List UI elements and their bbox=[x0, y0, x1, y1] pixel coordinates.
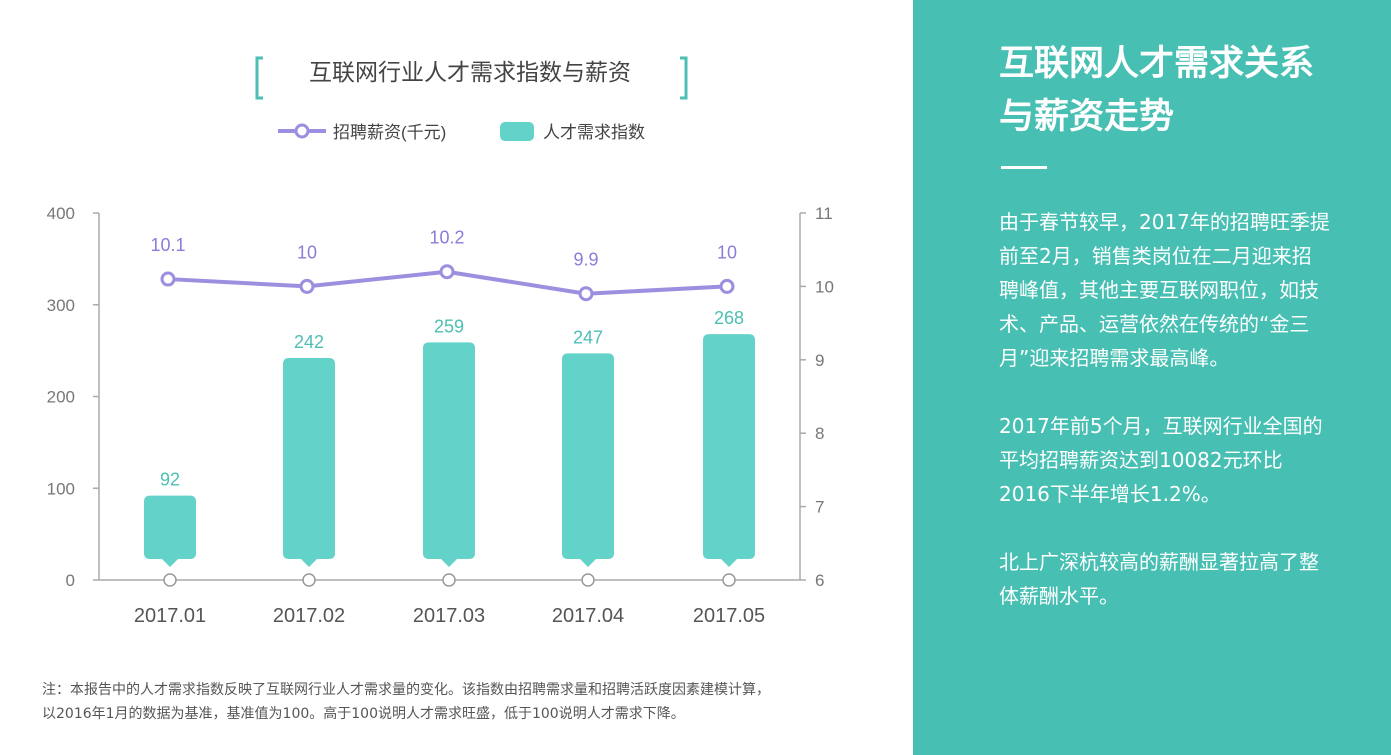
bar-value-label: 92 bbox=[160, 470, 180, 490]
salary-value-label: 9.9 bbox=[573, 250, 598, 270]
chart-title: 互联网行业人才需求指数与薪资 bbox=[309, 59, 631, 85]
title-bracket-right bbox=[680, 56, 688, 100]
salary-point-2017.03 bbox=[439, 264, 455, 280]
y-right-tick-label: 8 bbox=[815, 424, 824, 443]
panel-title-line2: 与薪资走势 bbox=[999, 97, 1175, 137]
x-tick-label: 2017.04 bbox=[552, 605, 624, 627]
footnote-line-2: 以2016年1月的数据为基准，基准值为100。高于100说明人才需求旺盛，低于1… bbox=[42, 706, 685, 722]
x-category-marker bbox=[581, 573, 595, 587]
legend: 招聘薪资(千元) 人才需求指数 bbox=[278, 122, 645, 142]
summary-panel: 互联网人才需求关系 与薪资走势 由于春节较早，2017年的招聘旺季提前至2月，销… bbox=[913, 0, 1391, 755]
salary-point-2017.04 bbox=[578, 286, 594, 302]
bar-value-label: 247 bbox=[573, 327, 603, 347]
y-right-tick-label: 7 bbox=[815, 498, 824, 517]
salary-point-2017.02 bbox=[299, 278, 315, 294]
y-left-tick-label: 100 bbox=[47, 479, 75, 498]
x-category-marker bbox=[722, 573, 736, 587]
x-category-marker bbox=[302, 573, 316, 587]
y-left-tick-label: 400 bbox=[47, 204, 75, 223]
panel-title-line1: 互联网人才需求关系 bbox=[999, 44, 1315, 84]
panel-paragraph-2: 2017年前5个月，互联网行业全国的平均招聘薪资达到10082元环比2016下半… bbox=[999, 414, 1323, 506]
bar-value-label: 242 bbox=[294, 332, 324, 352]
x-tick-label: 2017.02 bbox=[273, 605, 345, 627]
bar-value-label: 268 bbox=[714, 308, 744, 328]
footnote-line-1: 注：本报告中的人才需求指数反映了互联网行业人才需求量的变化。该指数由招聘需求量和… bbox=[42, 682, 770, 698]
salary-point-2017.01 bbox=[160, 271, 176, 287]
legend-bar-swatch bbox=[500, 122, 534, 141]
x-category-marker bbox=[163, 573, 177, 587]
y-right-tick-label: 10 bbox=[815, 277, 834, 296]
bar-2017.04 bbox=[562, 353, 614, 567]
y-right-tick-label: 9 bbox=[815, 351, 824, 370]
footnote: 注：本报告中的人才需求指数反映了互联网行业人才需求量的变化。该指数由招聘需求量和… bbox=[42, 678, 892, 726]
panel-paragraph-1: 由于春节较早，2017年的招聘旺季提前至2月，销售类岗位在二月迎来招聘峰值，其他… bbox=[999, 210, 1330, 370]
x-tick-label: 2017.03 bbox=[413, 605, 485, 627]
bar-2017.02 bbox=[283, 357, 335, 567]
salary-value-label: 10 bbox=[717, 242, 737, 262]
bar-value-label: 259 bbox=[434, 316, 464, 336]
x-category-marker bbox=[442, 573, 456, 587]
bar-2017.03 bbox=[423, 342, 475, 567]
panel-title: 互联网人才需求关系 与薪资走势 bbox=[999, 38, 1331, 144]
salary-value-label: 10.1 bbox=[150, 235, 185, 255]
legend-salary-label: 招聘薪资(千元) bbox=[333, 123, 446, 142]
salary-value-label: 10.2 bbox=[429, 228, 464, 248]
bar-2017.01 bbox=[144, 495, 196, 567]
x-tick-label: 2017.01 bbox=[134, 605, 206, 627]
panel-divider bbox=[1001, 166, 1047, 169]
bar-2017.05 bbox=[703, 334, 755, 567]
legend-line-marker bbox=[294, 123, 310, 139]
y-left-tick-label: 200 bbox=[47, 388, 75, 407]
title-bracket-left bbox=[255, 56, 263, 100]
y-left-tick-label: 0 bbox=[66, 571, 75, 590]
y-right-tick-label: 11 bbox=[815, 204, 833, 223]
chart: 互联网行业人才需求指数与薪资 招聘薪资(千元) 人才需求指数 0 100 200 30… bbox=[47, 56, 834, 627]
salary-value-label: 10 bbox=[297, 242, 317, 262]
y-left-tick-label: 300 bbox=[47, 296, 75, 315]
y-right-tick-label: 6 bbox=[815, 571, 824, 590]
panel-paragraph-3: 北上广深杭较高的薪酬显著拉高了整体薪酬水平。 bbox=[999, 550, 1319, 608]
salary-point-2017.05 bbox=[719, 278, 735, 294]
legend-demand-label: 人才需求指数 bbox=[543, 123, 645, 142]
x-tick-label: 2017.05 bbox=[693, 605, 765, 627]
